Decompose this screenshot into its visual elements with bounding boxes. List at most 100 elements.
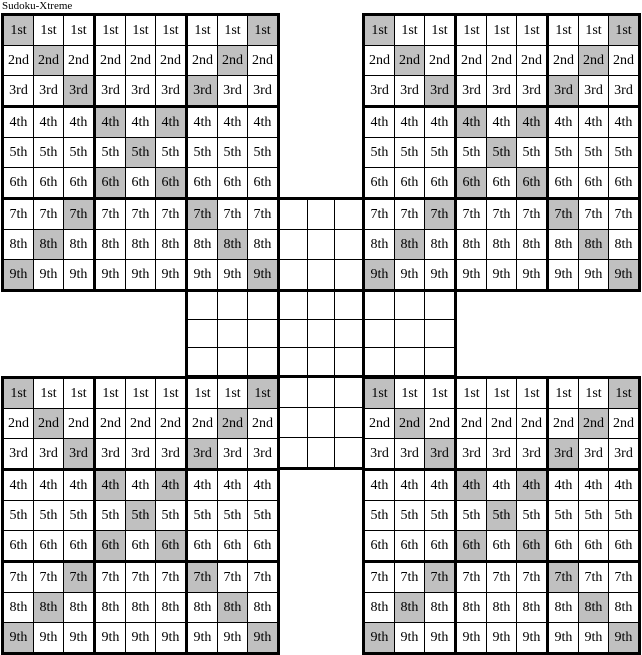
top-right-cell-r4c6: 4th xyxy=(516,106,549,138)
top-left-row-7: 7th 7th 7th 7th 7th 7th 7th 7th 7th xyxy=(2,198,279,230)
top-left-row-9: 9th 9th 9th 9th 9th 9th 9th 9th 9th xyxy=(2,259,279,291)
top-left-row-4: 4th 4th 4th 4th 4th 4th 4th 4th 4th xyxy=(2,106,279,138)
bottom-left-cell-r3c4: 3rd xyxy=(94,438,126,471)
bottom-right-cell-r8c7: 8th xyxy=(547,592,579,623)
bottom-left-cell-r5c6: 5th xyxy=(155,500,188,531)
top-right-cell-r8c7: 8th xyxy=(547,229,579,260)
top-left-row-5: 5th 5th 5th 5th 5th 5th 5th 5th 5th xyxy=(2,137,279,168)
top-left-cell-r7c2: 7th xyxy=(33,198,64,230)
top-right-cell-r8c1: 8th xyxy=(363,229,395,260)
top-left-cell-r9c1: 9th xyxy=(2,259,34,291)
bottom-left-cell-r1c5: 1st xyxy=(125,377,156,409)
top-left-cell-r4c5: 4th xyxy=(125,106,156,138)
top-right-cell-r4c5: 4th xyxy=(486,106,517,138)
top-right-cell-r3c5: 3rd xyxy=(486,75,517,108)
bottom-right-cell-r2c9: 2nd xyxy=(608,408,640,439)
top-left-cell-r8c4: 8th xyxy=(94,229,126,260)
bottom-left-cell-r5c1: 5th xyxy=(2,500,34,531)
bottom-right-cell-r7c7: 7th xyxy=(547,561,579,593)
bottom-right-row-5: 5th 5th 5th 5th 5th 5th 5th 5th 5th xyxy=(363,500,640,531)
top-right-cell-r7c5: 7th xyxy=(486,198,517,230)
bottom-right-cell-r9c7: 9th xyxy=(547,622,579,654)
bottom-right-row-1: 1st 1st 1st 1st 1st 1st 1st 1st 1st xyxy=(363,377,640,409)
top-right-cell-r5c1: 5th xyxy=(363,137,395,168)
bottom-right-row-3: 3rd 3rd 3rd 3rd 3rd 3rd 3rd 3rd 3rd xyxy=(363,438,640,471)
bottom-left-cell-r4c2: 4th xyxy=(33,469,64,501)
bottom-right-cell-r9c4: 9th xyxy=(455,622,487,654)
top-left-cell-r1c5: 1st xyxy=(125,14,156,46)
bottom-right-cell-r4c5: 4th xyxy=(486,469,517,501)
bottom-left-cell-r9c6: 9th xyxy=(155,622,188,654)
top-left-cell-r2c2: 2nd xyxy=(33,45,64,76)
top-right-cell-r7c3: 7th xyxy=(424,198,457,230)
bottom-left-cell-r9c2: 9th xyxy=(33,622,64,654)
center-cell-r6c5 xyxy=(307,347,335,378)
top-right-cell-r5c8: 5th xyxy=(578,137,609,168)
top-left-cell-r3c1: 3rd xyxy=(2,75,34,108)
top-left-cell-r3c4: 3rd xyxy=(94,75,126,108)
bottom-right-cell-r5c2: 5th xyxy=(394,500,425,531)
bottom-left-cell-r4c7: 4th xyxy=(186,469,218,501)
bottom-left-cell-r2c5: 2nd xyxy=(125,408,156,439)
bottom-right-cell-r3c8: 3rd xyxy=(578,438,609,471)
bottom-right-cell-r4c6: 4th xyxy=(516,469,549,501)
bottom-right-cell-r8c5: 8th xyxy=(486,592,517,623)
top-left-cell-r1c4: 1st xyxy=(94,14,126,46)
top-left-cell-r5c2: 5th xyxy=(33,137,64,168)
bottom-right-cell-r7c9: 7th xyxy=(608,561,640,593)
top-left-cell-r9c2: 9th xyxy=(33,259,64,291)
bottom-left-cell-r2c3: 2nd xyxy=(63,408,96,439)
bottom-right-cell-r2c6: 2nd xyxy=(516,408,549,439)
bottom-left-cell-r6c1: 6th xyxy=(2,530,34,563)
center-cell-r2c4 xyxy=(278,229,308,260)
bottom-left-cell-r6c2: 6th xyxy=(33,530,64,563)
top-left-cell-r6c6: 6th xyxy=(155,167,188,200)
top-left-table: 1st 1st 1st 1st 1st 1st 1st 1st 1st 2nd 2nd 2nd 2nd 2… xyxy=(1,13,280,292)
center-cell-r5c8 xyxy=(394,319,425,348)
bottom-right-cell-r2c3: 2nd xyxy=(424,408,457,439)
center-row-6 xyxy=(186,347,456,378)
top-right-cell-r5c7: 5th xyxy=(547,137,579,168)
center-cell-r5c1 xyxy=(186,319,218,348)
center-cell-r6c6 xyxy=(334,347,365,378)
bottom-left-cell-r1c8: 1st xyxy=(217,377,248,409)
center-cell-r4c7 xyxy=(363,290,395,320)
top-right-cell-r3c3: 3rd xyxy=(424,75,457,108)
center-cell-r3c5 xyxy=(307,259,335,292)
bottom-right-cell-r7c8: 7th xyxy=(578,561,609,593)
bottom-right-cell-r1c2: 1st xyxy=(394,377,425,409)
top-left-row-8: 8th 8th 8th 8th 8th 8th 8th 8th 8th xyxy=(2,229,279,260)
center-cell-r3c4 xyxy=(278,259,308,292)
bottom-right-cell-r1c5: 1st xyxy=(486,377,517,409)
bottom-left-cell-r9c3: 9th xyxy=(63,622,96,654)
bottom-right-cell-r2c2: 2nd xyxy=(394,408,425,439)
top-left-cell-r5c4: 5th xyxy=(94,137,126,168)
top-right-cell-r4c7: 4th xyxy=(547,106,579,138)
bottom-left-cell-r8c6: 8th xyxy=(155,592,188,623)
top-left-cell-r4c3: 4th xyxy=(63,106,96,138)
top-right-cell-r6c2: 6th xyxy=(394,167,425,200)
bottom-left-cell-r3c8: 3rd xyxy=(217,438,248,471)
bottom-left-row-6: 6th 6th 6th 6th 6th 6th 6th 6th 6th xyxy=(2,530,279,563)
top-left-cell-r9c5: 9th xyxy=(125,259,156,291)
top-left-row-3: 3rd 3rd 3rd 3rd 3rd 3rd 3rd 3rd 3rd xyxy=(2,75,279,108)
top-right-cell-r3c4: 3rd xyxy=(455,75,487,108)
top-left-cell-r8c9: 8th xyxy=(247,229,279,260)
top-right-cell-r1c1: 1st xyxy=(363,14,395,46)
bottom-left-cell-r3c1: 3rd xyxy=(2,438,34,471)
top-left-cell-r1c6: 1st xyxy=(155,14,188,46)
top-left-cell-r1c3: 1st xyxy=(63,14,96,46)
bottom-left-table: 1st 1st 1st 1st 1st 1st 1st 1st 1st 2nd 2nd 2nd 2nd 2… xyxy=(1,376,280,655)
top-left-cell-r1c9: 1st xyxy=(247,14,279,46)
top-left-cell-r2c3: 2nd xyxy=(63,45,96,76)
top-left-cell-r6c1: 6th xyxy=(2,167,34,200)
top-right-cell-r9c4: 9th xyxy=(455,259,487,291)
bottom-right-row-6: 6th 6th 6th 6th 6th 6th 6th 6th 6th xyxy=(363,530,640,563)
top-right-row-5: 5th 5th 5th 5th 5th 5th 5th 5th 5th xyxy=(363,137,640,168)
bottom-left-cell-r4c3: 4th xyxy=(63,469,96,501)
top-left-cell-r8c3: 8th xyxy=(63,229,96,260)
center-cell-r7c6 xyxy=(334,376,365,408)
bottom-right-cell-r9c6: 9th xyxy=(516,622,549,654)
center-cell-r4c5 xyxy=(307,290,335,320)
bottom-right-cell-r4c4: 4th xyxy=(455,469,487,501)
